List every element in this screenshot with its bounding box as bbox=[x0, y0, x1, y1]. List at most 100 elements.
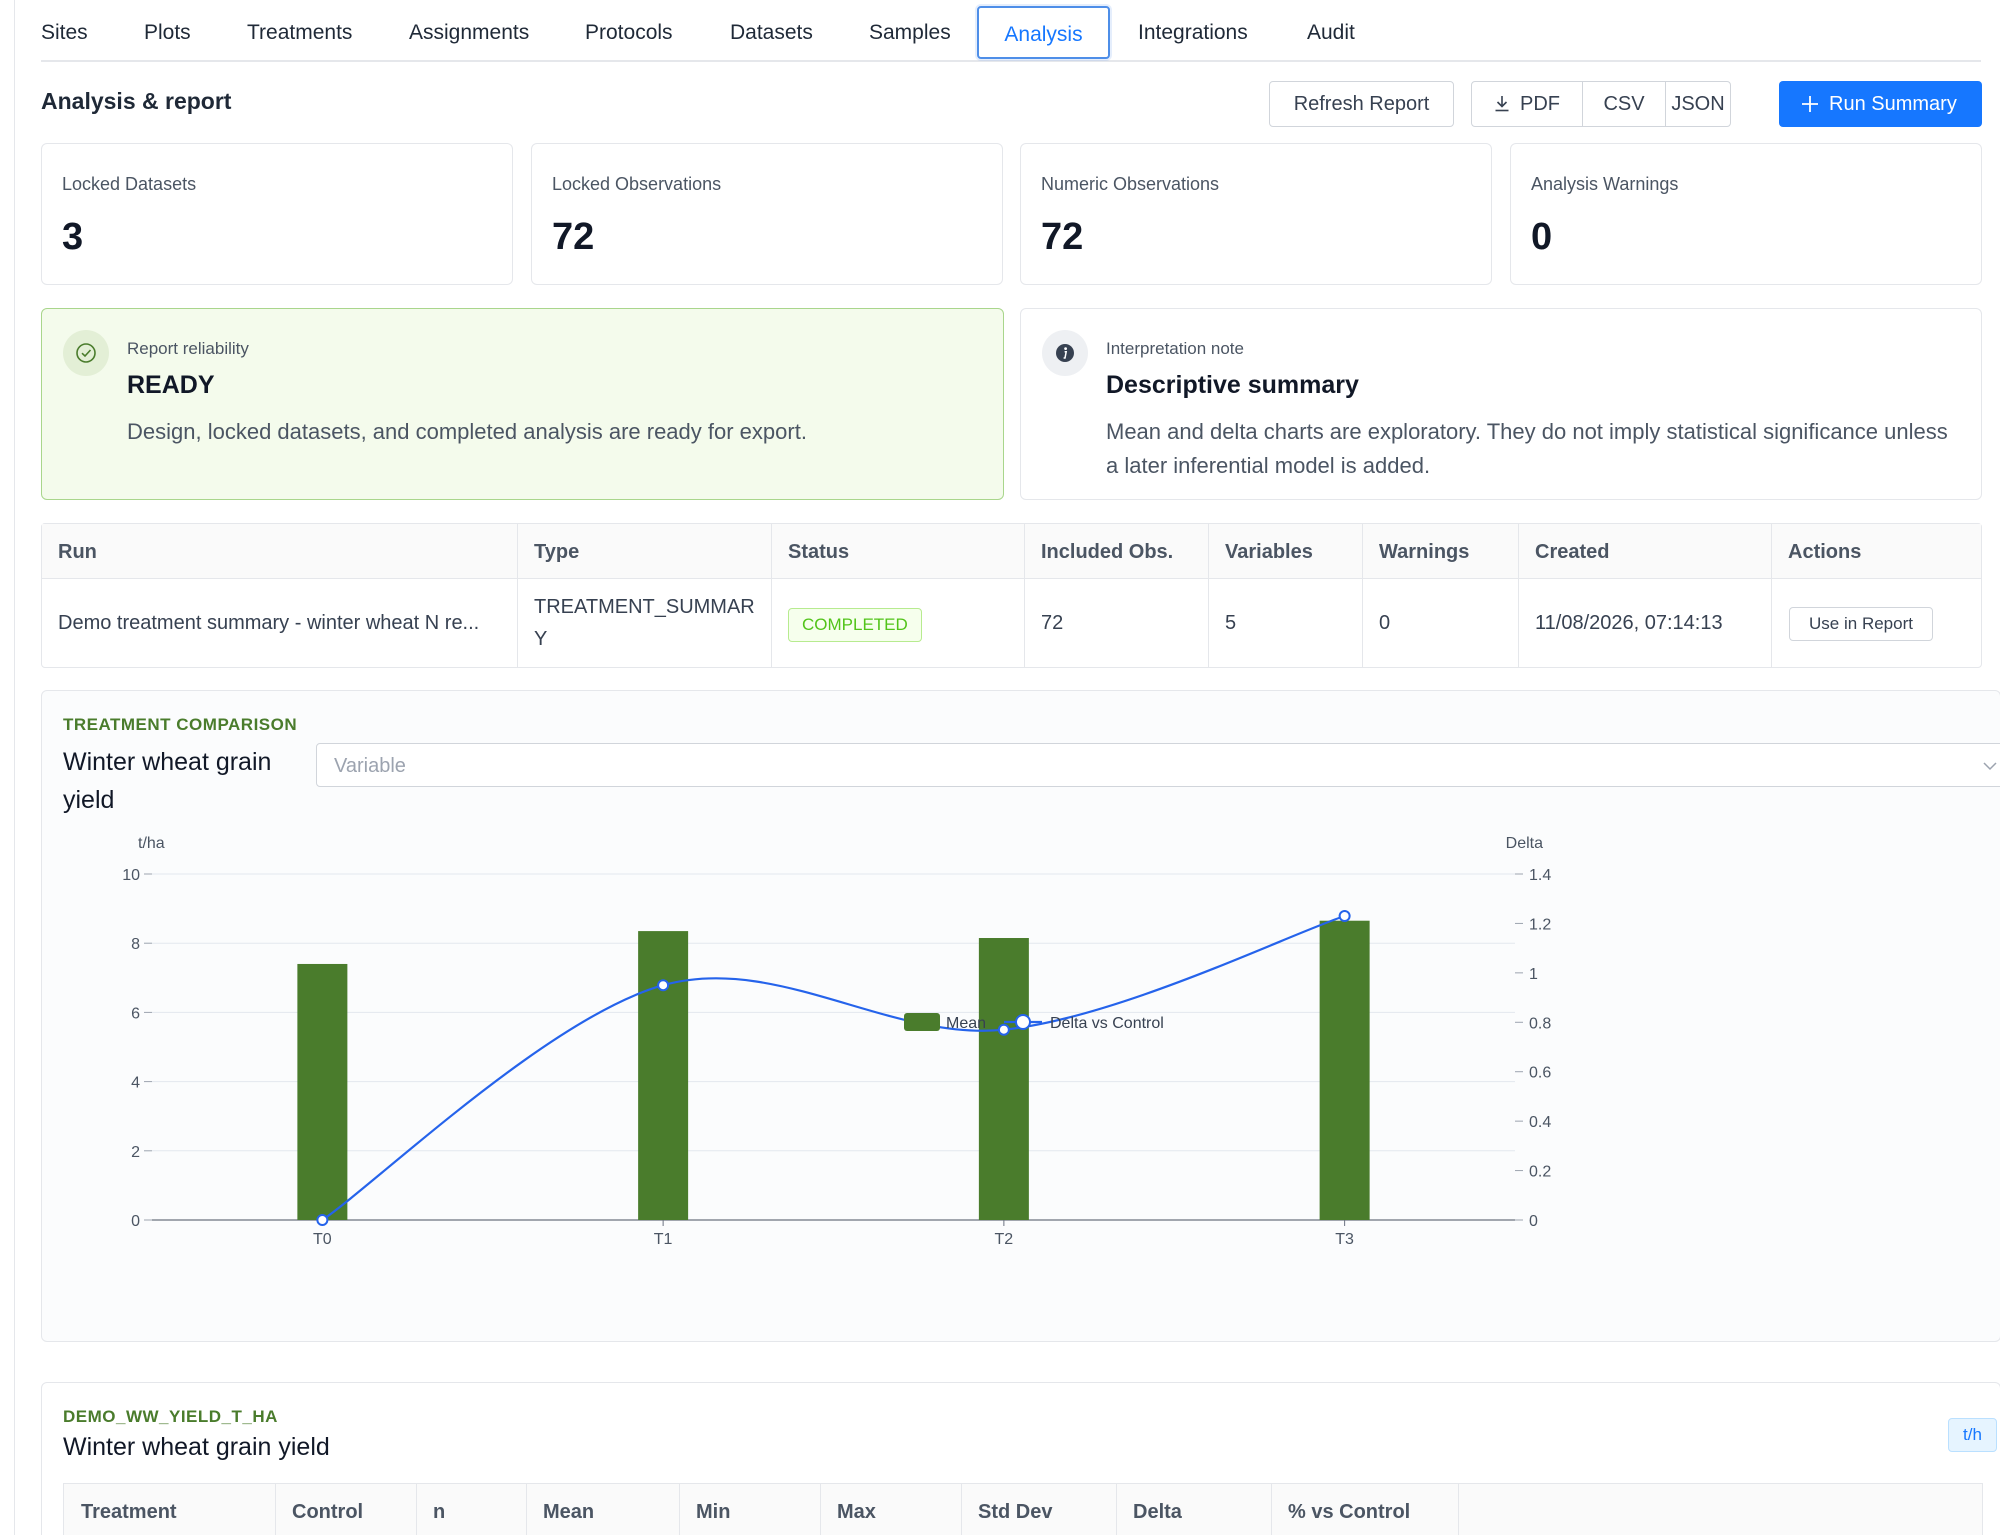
run-warnings: 0 bbox=[1379, 612, 1391, 634]
info-icon bbox=[1042, 330, 1088, 376]
left-border bbox=[14, 0, 15, 1535]
y2-tick-label: 0.6 bbox=[1529, 1065, 1551, 1082]
run-summary-label: Run Summary bbox=[1829, 93, 1957, 115]
export-pdf-label: PDF bbox=[1520, 93, 1560, 115]
run-name: Demo treatment summary - winter wheat N … bbox=[58, 612, 480, 634]
column-divider bbox=[517, 524, 518, 667]
bar-mean-t3 bbox=[1319, 920, 1370, 1220]
column-header-included-obs: Included Obs. bbox=[1041, 541, 1174, 563]
reliability-status: READY bbox=[127, 371, 215, 399]
y-axis-label: t/ha bbox=[138, 835, 165, 852]
tab-protocols[interactable]: Protocols bbox=[585, 21, 673, 44]
column-header-mean: Mean bbox=[543, 1501, 595, 1523]
tab-treatments[interactable]: Treatments bbox=[247, 21, 353, 44]
column-header-status: Status bbox=[788, 541, 850, 563]
stat-card-numeric-observations: Numeric Observations 72 bbox=[1020, 143, 1492, 285]
variable-summary-table: Treatment Control n Mean Min Max Std Dev… bbox=[63, 1483, 1983, 1535]
tab-audit[interactable]: Audit bbox=[1307, 21, 1355, 44]
column-header-variables: Variables bbox=[1225, 541, 1313, 563]
column-header-type: Type bbox=[534, 541, 580, 563]
stat-label: Analysis Warnings bbox=[1531, 174, 1679, 194]
y-tick-label: 10 bbox=[122, 867, 140, 884]
tab-samples[interactable]: Samples bbox=[869, 21, 951, 44]
column-header-treatment: Treatment bbox=[81, 1501, 177, 1523]
column-divider bbox=[679, 1484, 680, 1535]
export-pdf-button[interactable]: PDF bbox=[1472, 82, 1582, 126]
treatment-comparison-card: TREATMENT COMPARISON Winter wheat grain … bbox=[41, 690, 2000, 1342]
table-header bbox=[42, 524, 1981, 579]
y-tick-label: 6 bbox=[131, 1005, 140, 1022]
y-tick-label: 8 bbox=[131, 936, 140, 953]
variable-select[interactable]: Variable bbox=[316, 743, 2000, 787]
column-divider bbox=[526, 1484, 527, 1535]
export-json-button[interactable]: JSON bbox=[1671, 93, 1725, 115]
refresh-report-button[interactable]: Refresh Report bbox=[1269, 81, 1454, 127]
tab-analysis[interactable]: Analysis bbox=[977, 6, 1110, 59]
stat-value: 3 bbox=[62, 216, 84, 258]
run-type-line2: Y bbox=[534, 628, 548, 650]
stat-label: Locked Datasets bbox=[62, 174, 197, 194]
stat-card-locked-datasets: Locked Datasets 3 bbox=[41, 143, 513, 285]
x-tick-label: T2 bbox=[995, 1231, 1014, 1248]
stat-label: Numeric Observations bbox=[1041, 174, 1220, 194]
column-divider bbox=[1458, 1484, 1459, 1535]
tab-datasets[interactable]: Datasets bbox=[730, 21, 813, 44]
column-divider bbox=[771, 524, 772, 667]
stat-value: 0 bbox=[1531, 216, 1553, 258]
treatment-comparison-chart: 0 2 4 6 8 10 0 0.2 0.4 0.6 0.8 1 1.2 1.4 t/ha Delta T0 T1… bbox=[122, 835, 1551, 1248]
run-summary-button[interactable]: Run Summary bbox=[1779, 81, 1982, 127]
tab-sites[interactable]: Sites bbox=[41, 21, 88, 44]
stat-card-analysis-warnings: Analysis Warnings 0 bbox=[1510, 143, 1982, 285]
export-button-group: PDF CSV JSON bbox=[1471, 81, 1731, 127]
tab-integrations[interactable]: Integrations bbox=[1138, 21, 1248, 44]
column-divider bbox=[1771, 524, 1772, 667]
y-tick-label: 2 bbox=[131, 1144, 140, 1161]
export-divider bbox=[1665, 82, 1666, 126]
y2-axis-label: Delta bbox=[1506, 835, 1543, 852]
stat-label: Locked Observations bbox=[552, 174, 722, 194]
legend-delta-marker bbox=[1015, 1014, 1031, 1030]
column-header-control: Control bbox=[292, 1501, 364, 1523]
stat-card-locked-observations: Locked Observations 72 bbox=[531, 143, 1003, 285]
reliability-kicker: Report reliability bbox=[127, 339, 249, 358]
column-divider bbox=[1024, 524, 1025, 667]
y2-tick-label: 1 bbox=[1529, 966, 1538, 983]
delta-point-t1 bbox=[657, 979, 670, 992]
column-header-min: Min bbox=[696, 1501, 731, 1523]
comparison-kicker: TREATMENT COMPARISON bbox=[63, 715, 298, 734]
y-tick-label: 4 bbox=[131, 1075, 140, 1092]
column-header-delta: Delta bbox=[1133, 1501, 1182, 1523]
column-divider bbox=[416, 1484, 417, 1535]
tab-plots[interactable]: Plots bbox=[144, 21, 191, 44]
interpretation-kicker: Interpretation note bbox=[1106, 339, 1244, 358]
bar-mean-t0 bbox=[297, 963, 348, 1220]
run-created: 11/08/2026, 07:14:13 bbox=[1535, 612, 1723, 634]
chevron-down-icon bbox=[1983, 762, 1997, 771]
y2-tick-label: 0.8 bbox=[1529, 1015, 1551, 1032]
use-in-report-button[interactable]: Use in Report bbox=[1789, 607, 1933, 641]
column-header-warnings: Warnings bbox=[1379, 541, 1470, 563]
bar-mean-t2 bbox=[978, 938, 1029, 1220]
plus-icon bbox=[1802, 96, 1818, 112]
tab-assignments[interactable]: Assignments bbox=[409, 21, 530, 44]
column-header-max: Max bbox=[837, 1501, 876, 1523]
column-divider bbox=[961, 1484, 962, 1535]
export-csv-button[interactable]: CSV bbox=[1603, 93, 1645, 115]
comparison-title: Winter wheat grain yield bbox=[63, 748, 272, 814]
legend-delta-label: Delta vs Control bbox=[1050, 1015, 1164, 1032]
variable-code: DEMO_WW_YIELD_T_HA bbox=[63, 1407, 278, 1426]
run-included-obs: 72 bbox=[1041, 612, 1064, 634]
y2-tick-label: 0.2 bbox=[1529, 1164, 1551, 1181]
bar-mean-t1 bbox=[638, 931, 689, 1220]
column-header-created: Created bbox=[1535, 541, 1610, 563]
interpretation-message: Mean and delta charts are exploratory. T… bbox=[1106, 419, 1948, 478]
interpretation-note-card: Interpretation note Descriptive summary … bbox=[1020, 308, 1982, 500]
column-header-std-dev: Std Dev bbox=[978, 1501, 1053, 1523]
reliability-message: Design, locked datasets, and completed a… bbox=[127, 419, 807, 444]
download-icon bbox=[1495, 96, 1509, 112]
check-circle-icon bbox=[63, 330, 109, 376]
column-header-n: n bbox=[433, 1501, 446, 1523]
tab-bar: Sites Plots Treatments Assignments Proto… bbox=[41, 0, 1981, 62]
stat-value: 72 bbox=[1041, 216, 1084, 258]
x-tick-label: T0 bbox=[313, 1231, 332, 1248]
